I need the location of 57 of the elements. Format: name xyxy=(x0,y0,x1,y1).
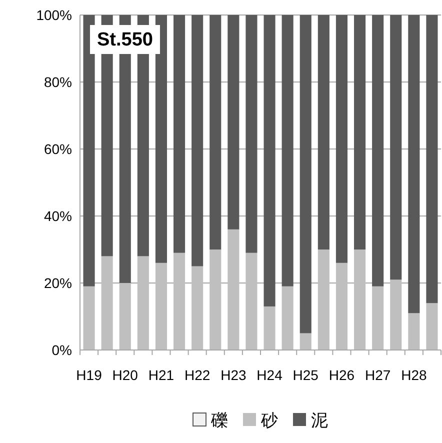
bar xyxy=(282,15,294,286)
y-tick-label: 80% xyxy=(44,74,72,90)
bar xyxy=(336,15,348,263)
bar xyxy=(300,15,312,334)
y-tick-label: 20% xyxy=(44,275,72,291)
bar xyxy=(318,15,330,250)
bar xyxy=(174,15,186,253)
bar xyxy=(390,280,402,350)
x-tick-label: H27 xyxy=(364,367,391,383)
bar xyxy=(372,286,384,350)
y-tick-label: 60% xyxy=(44,141,72,157)
x-tick-label: H20 xyxy=(112,367,138,383)
bar xyxy=(354,250,366,350)
y-tick-label: 100% xyxy=(36,7,72,23)
bar xyxy=(264,15,276,306)
x-tick-label: H19 xyxy=(76,367,102,383)
bar xyxy=(119,283,131,350)
y-tick-label: 40% xyxy=(44,208,72,224)
bar xyxy=(372,15,384,286)
bar xyxy=(390,15,402,280)
bar xyxy=(101,256,113,350)
x-tick-label: H28 xyxy=(401,367,427,383)
bar xyxy=(155,15,167,263)
bar xyxy=(336,262,348,350)
text: St.550 xyxy=(97,29,153,50)
bar xyxy=(408,313,420,350)
bar xyxy=(83,15,95,286)
bar xyxy=(137,256,149,350)
bar xyxy=(228,229,240,350)
bar xyxy=(282,286,294,350)
x-tick-label: H24 xyxy=(256,367,283,383)
x-tick-label: H21 xyxy=(148,367,174,383)
bar xyxy=(246,15,258,253)
legend-label: 礫 xyxy=(210,411,228,430)
bar xyxy=(318,250,330,350)
bar xyxy=(174,252,186,350)
bar xyxy=(228,15,240,230)
bar xyxy=(426,15,438,304)
x-tick-label: H23 xyxy=(220,367,246,383)
bar xyxy=(354,15,366,250)
x-tick-label: H25 xyxy=(292,367,319,383)
bar xyxy=(264,306,276,350)
x-tick-label: H22 xyxy=(184,367,210,383)
bar xyxy=(192,15,204,266)
x-tick-label: H26 xyxy=(328,367,355,383)
bar xyxy=(426,303,438,350)
bar xyxy=(192,266,204,350)
legend-label: 砂 xyxy=(260,411,278,430)
bar xyxy=(246,252,258,350)
bar xyxy=(155,262,167,350)
bar xyxy=(408,15,420,314)
bar xyxy=(210,15,222,250)
bar xyxy=(300,333,312,350)
bar xyxy=(83,286,95,350)
legend-label: 泥 xyxy=(311,411,328,430)
y-tick-label: 0% xyxy=(52,342,72,358)
bar xyxy=(210,250,222,350)
